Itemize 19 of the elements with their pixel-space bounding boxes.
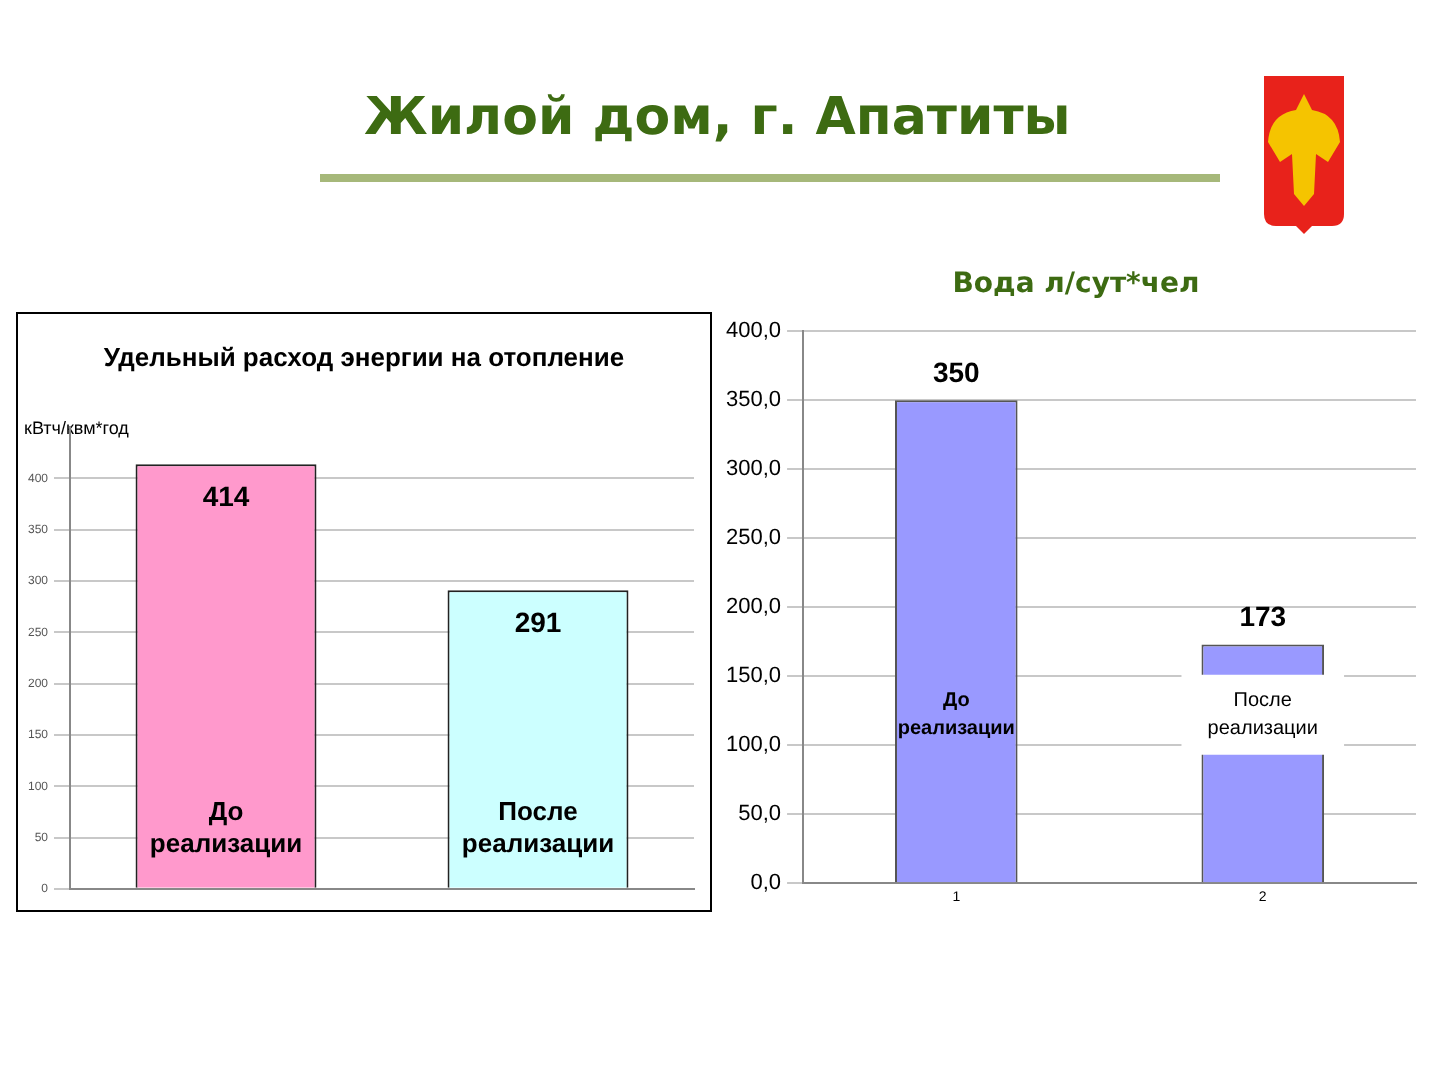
y-tick-label: 0,0 <box>750 871 782 896</box>
y-tick-label: 300,0 <box>725 457 782 482</box>
data-label: 350 <box>932 355 981 388</box>
data-label: 291 <box>514 606 562 639</box>
y-tick-label: 100,0 <box>725 733 782 758</box>
annotation: До реализации <box>897 690 1015 741</box>
y-tick-label: 50,0 <box>738 802 782 827</box>
data-label: 173 <box>1239 600 1287 633</box>
chart-title: Вода л/сут*чел <box>950 268 1202 300</box>
y-axis-title: кВтч/квм*год <box>24 418 129 438</box>
chart-title: Удельный расход энергии на отопление <box>101 342 627 372</box>
annotation: После реализации <box>1207 690 1318 741</box>
text: Жилой дом, г. Апатиты <box>364 88 1071 148</box>
y-tick-label: 250,0 <box>725 526 782 551</box>
y-tick-label: 350,0 <box>725 388 782 413</box>
data-label: 414 <box>202 479 250 512</box>
y-tick-label: 200,0 <box>725 595 782 620</box>
y-tick-label: 400,0 <box>725 319 782 344</box>
y-tick-label: 150,0 <box>725 664 782 689</box>
